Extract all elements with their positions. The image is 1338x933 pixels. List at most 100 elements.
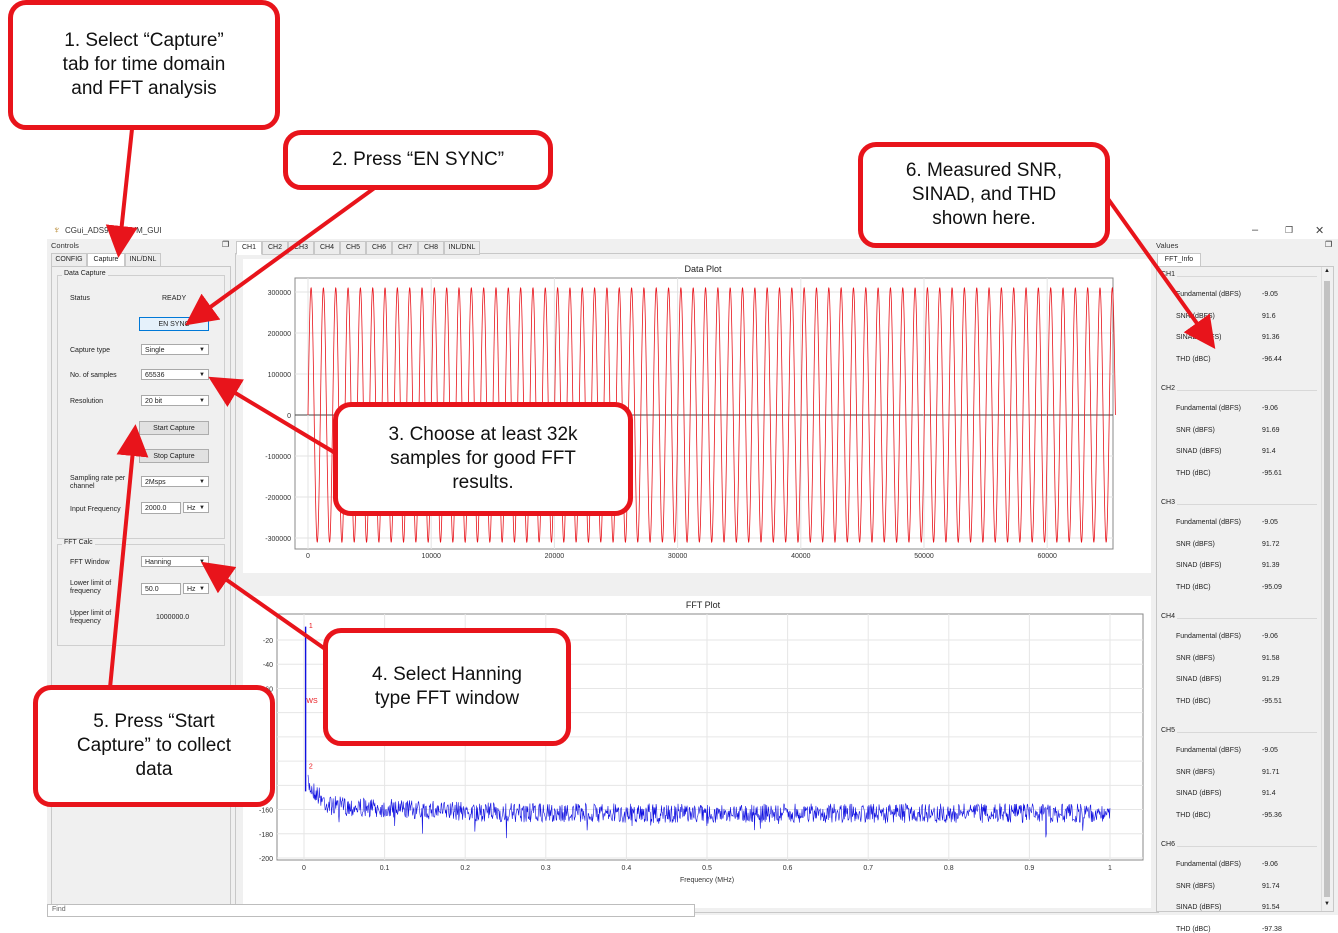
metric-value: -95.61 — [1262, 469, 1282, 477]
lower-limit-field[interactable]: 50.0 — [141, 583, 181, 595]
tab-ch7[interactable]: CH7 — [392, 241, 418, 255]
callout-6: 6. Measured SNR, SINAD, and THD shown he… — [858, 142, 1110, 248]
fft-calc-group — [57, 544, 225, 646]
x-tick-label: 0.1 — [380, 865, 390, 872]
input-frequency-field[interactable]: 2000.0 — [141, 502, 181, 514]
metric-label: THD (dBC) — [1176, 811, 1211, 819]
marker-1-label: 1 — [309, 623, 313, 630]
stop-capture-button[interactable]: Stop Capture — [139, 449, 209, 463]
scroll-up-icon[interactable]: ▲ — [1324, 268, 1330, 274]
x-tick-label: 0.2 — [460, 865, 470, 872]
y-tick-label: -300000 — [265, 536, 291, 543]
metric-value: 91.4 — [1262, 790, 1276, 797]
metric-value: -9.05 — [1262, 519, 1278, 526]
x-tick-label: 30000 — [668, 553, 688, 560]
upper-limit-value: 1000000.0 — [156, 614, 190, 621]
metric-label: SNR (dBFS) — [1176, 768, 1215, 776]
samples-select[interactable]: 65536 ▼ — [141, 369, 209, 380]
scroll-down-icon[interactable]: ▼ — [1324, 901, 1330, 907]
values-scrollbar[interactable]: ▲ ▼ — [1321, 267, 1332, 911]
tab-ch6[interactable]: CH6 — [366, 241, 392, 255]
metric-value: 91.74 — [1262, 882, 1280, 890]
capture-type-select[interactable]: Single ▼ — [141, 344, 209, 355]
y-tick-label: -200 — [259, 856, 273, 863]
close-icon[interactable]: ✕ — [1315, 225, 1325, 237]
x-tick-label: 0.7 — [863, 865, 873, 872]
x-tick-label: 10000 — [421, 553, 441, 560]
x-tick-label: 0 — [306, 553, 310, 560]
arrow-5 — [108, 424, 149, 689]
metric-label: Fundamental (dBFS) — [1176, 747, 1241, 754]
values-header: Values — [1156, 241, 1179, 250]
fft-calc-title: FFT Calc — [62, 539, 95, 546]
metric-label: SINAD (dBFS) — [1176, 676, 1222, 683]
metric-value: 91.69 — [1262, 426, 1280, 434]
metric-label: SINAD (dBFS) — [1176, 904, 1222, 911]
tab-ch5[interactable]: CH5 — [340, 241, 366, 255]
status-label: Status — [70, 295, 90, 302]
metric-label: SNR (dBFS) — [1176, 654, 1215, 662]
x-tick-label: 40000 — [791, 553, 811, 560]
x-tick-label: 0.8 — [944, 865, 954, 872]
chevron-down-icon: ▼ — [199, 479, 205, 485]
plot-area: Data Plot 300000 200000 100000 0 -100000 -2000… — [235, 253, 1159, 913]
restore-icon[interactable]: ❐ — [1285, 225, 1294, 235]
arrow-3 — [208, 376, 339, 456]
chevron-down-icon: ▼ — [199, 505, 205, 511]
arrow-2 — [185, 182, 382, 326]
x-tick-label: 60000 — [1037, 553, 1057, 560]
arrow-6 — [1104, 194, 1216, 350]
input-frequency-unit-select[interactable]: Hz ▼ — [183, 502, 209, 513]
tab-ch2[interactable]: CH2 — [262, 241, 288, 255]
x-tick-label: 1 — [1108, 865, 1112, 872]
metric-value: -9.05 — [1262, 747, 1278, 754]
metric-value: -95.51 — [1262, 697, 1282, 705]
metric-value: -9.05 — [1262, 291, 1278, 298]
data-capture-title: Data Capture — [62, 270, 108, 277]
metric-label: SINAD (dBFS) — [1176, 448, 1222, 455]
lower-limit-label: Lower limit of frequency — [70, 580, 112, 595]
channel-header: CH1 — [1161, 271, 1176, 278]
channel-header: CH4 — [1161, 613, 1176, 620]
app-window: ♆ CGui_ADS98xx_EVM_GUI – ❐ ✕ Controls ❐ … — [47, 223, 1338, 933]
metric-value: -9.06 — [1262, 405, 1278, 412]
data-capture-group — [57, 275, 225, 539]
metric-value: -96.44 — [1262, 355, 1282, 363]
start-capture-button[interactable]: Start Capture — [139, 421, 209, 435]
tab-inl-dnl[interactable]: INL/DNL — [444, 241, 480, 255]
y-tick-label: 300000 — [268, 290, 291, 297]
sampling-rate-select[interactable]: 2Msps ▼ — [141, 476, 209, 487]
scrollbar-thumb[interactable] — [1324, 281, 1330, 897]
metric-value: 91.54 — [1262, 904, 1280, 911]
metric-value: -9.06 — [1262, 633, 1278, 640]
metric-label: SNR (dBFS) — [1176, 882, 1215, 890]
tab-ch4[interactable]: CH4 — [314, 241, 340, 255]
metric-value: -97.38 — [1262, 925, 1282, 933]
channel-divider — [1177, 504, 1317, 505]
fft-plot-title: FFT Plot — [686, 600, 721, 610]
channel-header: CH3 — [1161, 499, 1176, 506]
metric-label: THD (dBC) — [1176, 355, 1211, 363]
y-tick-label: -160 — [259, 808, 273, 815]
tab-ch1[interactable]: CH1 — [236, 241, 262, 255]
channel-header: CH5 — [1161, 727, 1176, 734]
metric-value: -95.36 — [1262, 811, 1282, 819]
callout-1: 1. Select “Capture” tab for time domain … — [8, 0, 280, 130]
metric-value: -9.06 — [1262, 861, 1278, 868]
metric-label: SNR (dBFS) — [1176, 426, 1215, 434]
x-tick-label: 0.5 — [702, 865, 712, 872]
minimize-icon[interactable]: – — [1252, 224, 1259, 236]
y-tick-label: -40 — [263, 662, 273, 669]
metric-value: 91.71 — [1262, 768, 1280, 776]
metric-value: 91.36 — [1262, 334, 1280, 341]
channel-divider — [1177, 390, 1317, 391]
float-dock-icon[interactable]: ❐ — [1325, 240, 1333, 249]
callout-4: 4. Select Hanning type FFT window — [323, 628, 571, 746]
channel-divider — [1177, 276, 1317, 277]
tab-ch8[interactable]: CH8 — [418, 241, 444, 255]
float-dock-icon[interactable]: ❐ — [222, 240, 230, 249]
x-tick-label: 0.9 — [1025, 865, 1035, 872]
callout-5: 5. Press “Start Capture” to collect data — [33, 685, 275, 807]
metric-label: SINAD (dBFS) — [1176, 790, 1222, 797]
metric-value: 91.39 — [1262, 562, 1280, 569]
